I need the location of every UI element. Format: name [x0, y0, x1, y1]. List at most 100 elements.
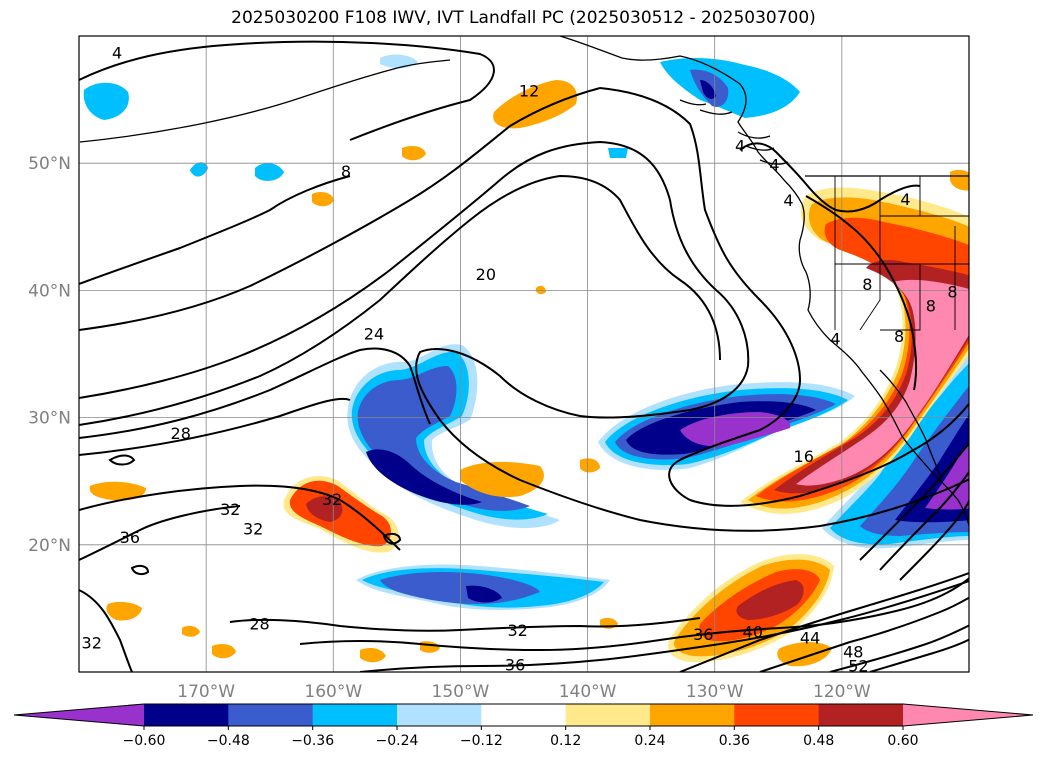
contour-label: 4	[900, 190, 910, 209]
colorbar-segment	[481, 704, 567, 726]
contour-8-coast	[805, 195, 918, 391]
contour-36b	[359, 579, 969, 672]
contour-label: 4	[830, 330, 840, 349]
colorbar-tick-label: −0.60	[123, 733, 166, 749]
contour-label: 32	[507, 621, 527, 640]
contour-32b	[79, 484, 401, 551]
colorbar-extend-max	[903, 704, 1033, 726]
longitude-tick-labels: 170°W 160°W 150°W 140°W 130°W 120°W	[177, 682, 871, 702]
bc-coastline-islands	[679, 99, 789, 165]
longitude-tick-label: 120°W	[813, 682, 871, 702]
small-positive-blob	[89, 481, 146, 501]
anomaly-fills	[83, 54, 969, 667]
contour-small-2	[130, 564, 150, 576]
contour-label: 36	[505, 655, 525, 674]
contour-label: 32	[82, 634, 102, 653]
colorbar-segment	[818, 704, 904, 726]
latitude-tick-label: 30°N	[28, 409, 71, 429]
contour-label: 36	[693, 625, 713, 644]
tropical-negative-core	[466, 585, 502, 603]
contour-8	[79, 175, 351, 285]
colorbar-tick-label: −0.24	[376, 733, 419, 749]
latitude-tick-labels: 20°N 30°N 40°N 50°N	[28, 154, 71, 556]
contour-label: 20	[476, 265, 496, 284]
small-negative-blob	[608, 148, 628, 158]
contour-label: 8	[341, 162, 351, 181]
colorbar-tick-label: 0.12	[550, 733, 581, 749]
contour-label: 8	[926, 297, 936, 316]
contour-label: 16	[794, 447, 814, 466]
contour-label: 12	[519, 82, 539, 101]
contour-label: 32	[243, 519, 263, 538]
contour-label: 4	[769, 155, 779, 174]
longitude-tick-label: 170°W	[177, 682, 235, 702]
state-boundaries	[834, 176, 969, 331]
contour-28	[79, 347, 431, 439]
contour-36	[79, 505, 241, 561]
contour-east-lines	[859, 442, 969, 581]
contour-28b	[229, 617, 701, 632]
aleutian-chain	[79, 59, 451, 143]
small-negative-blob	[190, 162, 208, 177]
contour-44	[759, 596, 969, 672]
contour-32	[79, 397, 351, 456]
latitude-tick-label: 20°N	[28, 536, 71, 556]
colorbar-segment	[650, 704, 735, 726]
small-positive-blob	[182, 625, 200, 637]
colorbar-segment	[228, 704, 314, 726]
contour-label: 28	[249, 615, 269, 634]
coastlines	[79, 36, 969, 529]
contour-12	[79, 87, 601, 331]
colorbar-segment	[312, 704, 398, 726]
contour-16	[599, 87, 969, 507]
small-positive-blob	[106, 601, 142, 621]
contour-32c	[79, 589, 133, 672]
gridlines	[79, 36, 969, 672]
map-title: 2025030200 F108 IWV, IVT Landfall PC (20…	[231, 8, 816, 28]
small-positive-blob	[402, 146, 426, 161]
contour-label: 4	[735, 136, 745, 155]
central-pacific-negative-core	[366, 449, 482, 505]
contour-label: 8	[862, 275, 872, 294]
contour-label: 32	[220, 500, 240, 519]
contour-small-3	[382, 532, 402, 545]
small-positive-blob	[360, 648, 386, 663]
contour-32d	[299, 577, 969, 652]
contour-48	[829, 624, 969, 672]
subtropical-negative-peak	[680, 412, 791, 447]
colorbar-segment	[144, 704, 229, 726]
contour-24	[79, 174, 721, 426]
contour-label: 48	[843, 643, 863, 662]
contour-label: 32	[322, 490, 342, 509]
colorbar-extend-min	[14, 704, 144, 726]
longitude-tick-label: 160°W	[304, 682, 362, 702]
small-negative-blob	[255, 163, 284, 181]
tropical-positive-deep	[736, 580, 804, 620]
contour-small-1	[108, 454, 136, 466]
contour-label: 28	[171, 424, 191, 443]
contour-label: 8	[894, 327, 904, 346]
longitude-tick-label: 130°W	[686, 682, 744, 702]
small-positive-blob	[212, 644, 236, 659]
colorbar-tick-label: 0.60	[887, 733, 918, 749]
colorbar-tick-label: −0.36	[291, 733, 334, 749]
colorbar-segment	[397, 704, 482, 726]
ivt-contours	[79, 40, 969, 672]
colorbar-tick-label: 0.48	[803, 733, 834, 749]
tropical-positive-lower	[777, 642, 832, 667]
latitude-tick-label: 40°N	[28, 281, 71, 301]
small-positive-blob	[460, 461, 544, 498]
contour-label: 8	[947, 283, 957, 302]
colorbar-tick-label: 0.36	[719, 733, 750, 749]
colorbar-tick-label: −0.12	[460, 733, 503, 749]
contour-label: 40	[743, 622, 763, 641]
contour-label: 24	[364, 325, 384, 344]
small-positive-blob	[493, 80, 578, 129]
small-positive-blob	[580, 458, 600, 473]
small-positive-blob	[950, 169, 969, 191]
contour-label: 4	[112, 44, 122, 63]
gulf-alaska-deep	[700, 80, 716, 99]
small-negative-blob	[380, 54, 418, 69]
